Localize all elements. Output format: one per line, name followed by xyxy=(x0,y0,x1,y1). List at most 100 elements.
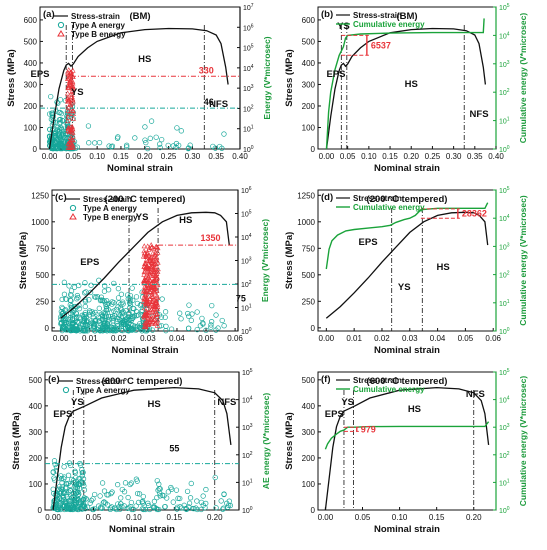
type-a-marker xyxy=(117,312,123,318)
chart-title: (BM) xyxy=(396,11,417,22)
ytick-right-label: 104 xyxy=(499,396,510,405)
type-a-marker xyxy=(101,298,107,304)
y-axis-right-title: Energy (V*microsec) xyxy=(260,219,270,302)
type-b-marker xyxy=(148,301,155,307)
type-b-marker xyxy=(145,316,151,322)
ytick-label: 1000 xyxy=(297,218,315,227)
ytick-right-label: 106 xyxy=(241,186,252,195)
type-a-marker xyxy=(86,297,92,303)
type-a-marker xyxy=(170,499,176,505)
type-a-marker xyxy=(219,317,225,324)
type-a-marker xyxy=(87,309,93,316)
type-b-marker xyxy=(145,289,151,295)
type-a-marker xyxy=(221,323,227,329)
type-a-marker xyxy=(130,506,137,513)
red-annotation: 28362 xyxy=(462,209,487,219)
ytick-label: 300 xyxy=(29,428,43,437)
xtick-label: 0.05 xyxy=(198,334,214,343)
type-a-marker xyxy=(129,285,135,291)
type-a-marker xyxy=(203,486,209,493)
type-a-marker xyxy=(77,499,83,505)
type-a-marker xyxy=(147,135,153,141)
type-a-marker xyxy=(70,477,77,484)
type-a-marker xyxy=(127,298,133,304)
ytick-label: 0 xyxy=(33,145,38,154)
type-a-marker xyxy=(148,118,155,124)
type-b-marker xyxy=(65,98,72,104)
type-a-marker xyxy=(128,318,134,324)
ytick-label: 500 xyxy=(302,271,316,280)
type-b-marker xyxy=(69,142,76,148)
x-axis-title: Nominal strain xyxy=(374,524,440,535)
type-a-marker xyxy=(202,504,208,511)
type-a-marker xyxy=(58,316,64,322)
type-b-marker xyxy=(154,249,161,255)
ytick-right-label: 105 xyxy=(499,186,510,195)
type-a-marker xyxy=(46,111,53,117)
type-a-marker xyxy=(118,291,125,297)
legend-label: Stress-strain xyxy=(353,194,402,203)
type-a-marker xyxy=(109,504,115,510)
type-a-marker xyxy=(74,314,80,320)
type-a-marker xyxy=(159,136,165,143)
type-a-marker xyxy=(55,124,61,130)
type-a-marker xyxy=(61,464,67,470)
type-a-marker xyxy=(227,502,234,509)
type-a-marker xyxy=(90,496,96,502)
ytick-label: 750 xyxy=(302,244,316,253)
type-b-marker xyxy=(143,313,150,319)
type-a-marker xyxy=(63,319,70,326)
region-label: EPS xyxy=(53,409,72,420)
type-a-marker xyxy=(163,323,169,329)
cumulative-energy-line xyxy=(325,18,485,150)
type-a-marker xyxy=(127,503,133,510)
legend-marker xyxy=(57,21,65,29)
type-b-markers xyxy=(140,242,161,330)
ytick-label: 1250 xyxy=(297,191,315,200)
type-b-marker xyxy=(70,115,76,121)
type-a-marker xyxy=(74,144,81,150)
type-a-marker xyxy=(92,318,98,324)
type-a-marker xyxy=(59,143,65,149)
type-a-marker xyxy=(173,144,179,150)
type-a-marker xyxy=(66,283,72,289)
xtick-label: 0.10 xyxy=(361,152,377,161)
xtick-label: 0.04 xyxy=(430,334,446,343)
type-b-marker xyxy=(148,259,154,265)
xtick-label: 0.20 xyxy=(403,152,419,161)
type-a-marker xyxy=(193,505,199,511)
type-a-marker xyxy=(71,501,77,508)
ytick-label: 400 xyxy=(24,59,38,68)
type-a-marker xyxy=(65,480,71,487)
type-a-marker xyxy=(109,301,115,307)
region-label: EPS xyxy=(359,237,378,248)
type-a-marker xyxy=(60,132,66,138)
ytick-label: 500 xyxy=(36,271,50,280)
type-a-marker xyxy=(194,309,200,315)
ytick-right-label: 100 xyxy=(499,506,510,515)
type-b-marker xyxy=(144,243,151,249)
ytick-right-label: 102 xyxy=(499,271,510,280)
type-a-marker xyxy=(131,312,138,319)
type-b-marker xyxy=(67,124,74,130)
type-b-marker xyxy=(146,277,153,283)
type-a-marker xyxy=(68,462,74,469)
type-a-marker xyxy=(80,476,87,482)
type-a-marker xyxy=(61,503,67,510)
type-a-marker xyxy=(198,499,205,505)
type-a-marker xyxy=(91,505,98,512)
type-a-marker xyxy=(76,320,82,326)
ytick-right-label: 104 xyxy=(499,214,510,223)
type-b-marker xyxy=(155,266,161,272)
ytick-right-label: 105 xyxy=(243,44,254,53)
chart-title: (BM) xyxy=(129,11,150,22)
type-a-marker xyxy=(221,491,227,497)
type-a-marker xyxy=(157,141,163,147)
ytick-right-label: 102 xyxy=(243,104,254,113)
region-label: EPS xyxy=(80,257,99,268)
type-a-marker xyxy=(178,316,184,322)
type-a-markers xyxy=(50,458,234,513)
type-a-marker xyxy=(71,480,77,486)
